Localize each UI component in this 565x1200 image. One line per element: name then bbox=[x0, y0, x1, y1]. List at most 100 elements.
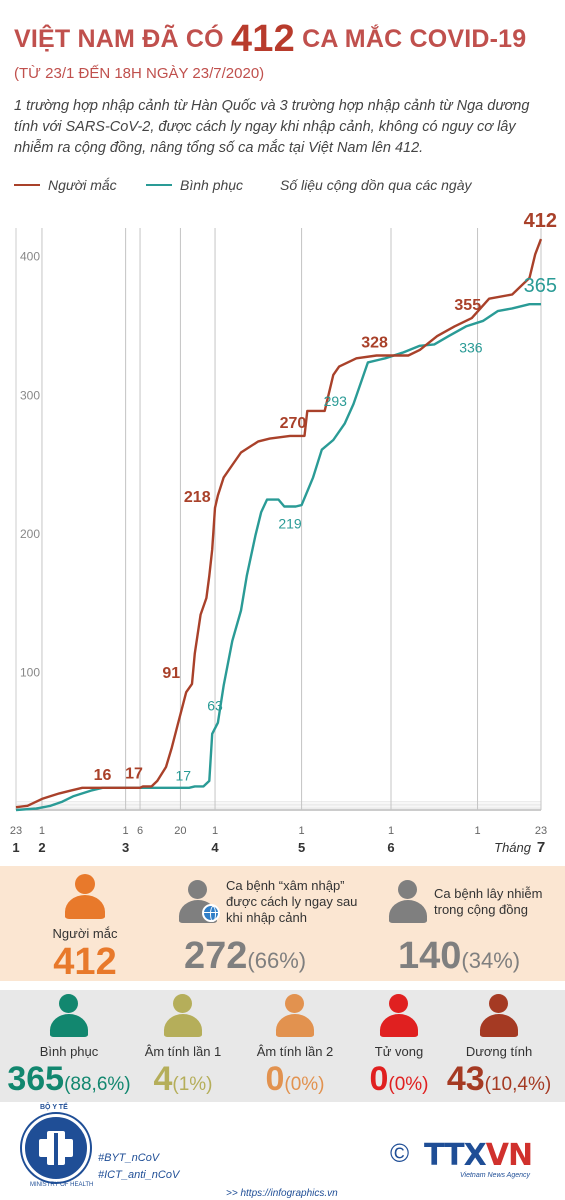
recovered-data-label: 219 bbox=[278, 516, 302, 532]
y-tick-label: 100 bbox=[20, 665, 40, 679]
outcome-item: Âm tính lần 2 0(0%) bbox=[232, 994, 358, 1104]
y-axis: 100 200 300 400 bbox=[20, 250, 40, 680]
legend-note-label: Số liệu cộng dồn qua các ngày bbox=[280, 177, 472, 193]
outcome-label: Tử vong bbox=[374, 1044, 424, 1059]
x-tick-label: 23 bbox=[535, 825, 547, 837]
x-tick-label: 1 bbox=[388, 825, 394, 837]
stat-community-label: Ca bệnh lây nhiễm trong cộng đồng bbox=[434, 886, 543, 917]
outcome-value: 365 bbox=[7, 1060, 65, 1098]
x-tick-label: 6 bbox=[137, 825, 143, 837]
hashtag-ict[interactable]: #ICT_anti_nCoV bbox=[98, 1169, 180, 1181]
website-link[interactable]: >> https://infographics.vn bbox=[226, 1188, 338, 1199]
recovered-data-label: 63 bbox=[207, 698, 223, 714]
x-tick-label: 23 bbox=[10, 825, 22, 837]
outcome-label: Bình phục bbox=[39, 1044, 99, 1059]
title-prefix: VIỆT NAM ĐÃ CÓ bbox=[14, 25, 224, 53]
x-tick-label: 1 bbox=[299, 825, 305, 837]
month-label: 2 bbox=[38, 840, 45, 855]
outcome-label: Âm tính lần 2 bbox=[256, 1044, 334, 1059]
month-label: 4 bbox=[211, 840, 219, 855]
chart-legend: Người mắc Bình phục Số liệu cộng dồn qua… bbox=[14, 177, 554, 197]
vna-tagline: Vietnam News Agency bbox=[460, 1172, 531, 1179]
month-label: 6 bbox=[387, 840, 394, 855]
outcome-figure: 0(0%) bbox=[336, 1060, 462, 1104]
stat-community-value: 140 bbox=[398, 935, 462, 977]
legend-infected-label: Người mắc bbox=[48, 177, 117, 193]
header: VIỆT NAM ĐÃ CÓ 412 CA MẮC COVID-19 (TỪ 2… bbox=[14, 18, 554, 82]
person-icon bbox=[477, 994, 521, 1038]
outcome-item: Dương tính 43(10,4%) bbox=[436, 994, 562, 1104]
page-subtitle: (TỪ 23/1 ĐẾN 18H NGÀY 23/7/2020) bbox=[14, 65, 265, 82]
data-labels: 16 17 91 218 270 328 355 412 17 63 219 293 336 365 bbox=[94, 210, 557, 784]
person-icon bbox=[161, 994, 205, 1038]
outcome-label: Âm tính lần 1 bbox=[144, 1044, 222, 1059]
infected-data-label: 17 bbox=[125, 765, 143, 782]
person-icon bbox=[273, 994, 317, 1038]
outcome-figure: 365(88,6%) bbox=[6, 1060, 132, 1104]
series-line-recovered bbox=[15, 302, 541, 812]
month-label: 7 bbox=[537, 839, 545, 856]
page-title: VIỆT NAM ĐÃ CÓ 412 CA MẮC COVID-19 bbox=[14, 18, 554, 61]
title-number: 412 bbox=[230, 18, 295, 60]
person-icon bbox=[386, 880, 430, 924]
stat-imported-value: 272 bbox=[184, 935, 248, 977]
ministry-of-health-logo-icon bbox=[22, 1114, 90, 1182]
outcome-pct: (0%) bbox=[388, 1074, 429, 1095]
infected-data-label: 328 bbox=[361, 334, 388, 351]
infected-data-label: 270 bbox=[280, 415, 307, 432]
stat-community: Ca bệnh lây nhiễm trong cộng đồng 140(34… bbox=[384, 872, 560, 980]
person-icon bbox=[47, 994, 91, 1038]
outcome-figure: 4(1%) bbox=[120, 1060, 246, 1104]
lead-paragraph: 1 trường hợp nhập cảnh từ Hàn Quốc và 3 … bbox=[14, 98, 530, 156]
title-suffix: CA MẮC COVID-19 bbox=[302, 25, 527, 53]
stat-imported: Ca bệnh “xâm nhập” được cách ly ngay sau… bbox=[170, 872, 360, 980]
stat-imported-figure: 272(66%) bbox=[184, 936, 306, 981]
chart-series bbox=[15, 238, 543, 812]
x-tick-label: 1 bbox=[39, 825, 45, 837]
legend-note: Số liệu cộng dồn qua các ngày bbox=[280, 177, 471, 193]
outcome-value: 0 bbox=[369, 1060, 389, 1098]
outcome-pct: (1%) bbox=[172, 1074, 213, 1095]
month-label: 3 bbox=[122, 840, 129, 855]
infected-data-label: 355 bbox=[454, 297, 481, 314]
copyright-icon: © bbox=[390, 1138, 410, 1168]
summary-panel: Người mắc 412 Ca bệnh “xâm nhập” được cá… bbox=[0, 866, 565, 982]
outcome-pct: (10,4%) bbox=[484, 1074, 552, 1095]
outcome-item: Bình phục 365(88,6%) bbox=[6, 994, 132, 1104]
outcome-value: 0 bbox=[265, 1060, 285, 1098]
stat-community-pct: (34%) bbox=[461, 948, 521, 973]
x-tick-label: 1 bbox=[474, 825, 480, 837]
outcomes-panel: Bình phục 365(88,6%) Âm tính lần 1 4(1%) Âm … bbox=[0, 990, 565, 1102]
stat-infected-value: 412 bbox=[53, 941, 117, 983]
recovered-data-label: 336 bbox=[459, 339, 483, 355]
outcome-item: Tử vong 0(0%) bbox=[336, 994, 462, 1104]
stat-infected: Người mắc 412 bbox=[30, 874, 140, 982]
outcome-label: Dương tính bbox=[465, 1044, 533, 1059]
stat-imported-label: Ca bệnh “xâm nhập” được cách ly ngay sau… bbox=[226, 878, 358, 925]
stat-community-figure: 140(34%) bbox=[398, 936, 520, 981]
outcome-figure: 0(0%) bbox=[232, 1060, 358, 1104]
outcome-figure: 43(10,4%) bbox=[436, 1060, 562, 1104]
hashtag-byt[interactable]: #BYT_nCoV bbox=[98, 1152, 160, 1164]
legend-recovered: Bình phục bbox=[146, 177, 243, 193]
infected-data-label: 218 bbox=[184, 489, 211, 506]
x-tick-label: 20 bbox=[174, 825, 186, 837]
person-icon bbox=[62, 874, 108, 920]
recovered-data-label: 293 bbox=[324, 393, 348, 409]
month-suffix-label: Tháng bbox=[494, 840, 532, 855]
recovered-data-label: 17 bbox=[176, 767, 192, 783]
outcome-item: Âm tính lần 1 4(1%) bbox=[120, 994, 246, 1104]
series-line-infected bbox=[15, 238, 543, 809]
month-label: 1 bbox=[12, 840, 19, 855]
person-icon bbox=[377, 994, 421, 1038]
ttxvn-logo-b: VN bbox=[485, 1138, 533, 1173]
moh-logo-top-text: BỘ Y TẾ bbox=[40, 1104, 68, 1111]
legend-infected-swatch bbox=[14, 184, 40, 186]
stat-imported-pct: (66%) bbox=[247, 948, 307, 973]
legend-infected: Người mắc bbox=[14, 177, 117, 193]
moh-logo-bottom-text: MINISTRY OF HEALTH bbox=[30, 1182, 94, 1188]
x-tick-label: 1 bbox=[123, 825, 129, 837]
infected-data-label: 16 bbox=[94, 767, 112, 784]
infected-data-label: 412 bbox=[524, 210, 557, 232]
